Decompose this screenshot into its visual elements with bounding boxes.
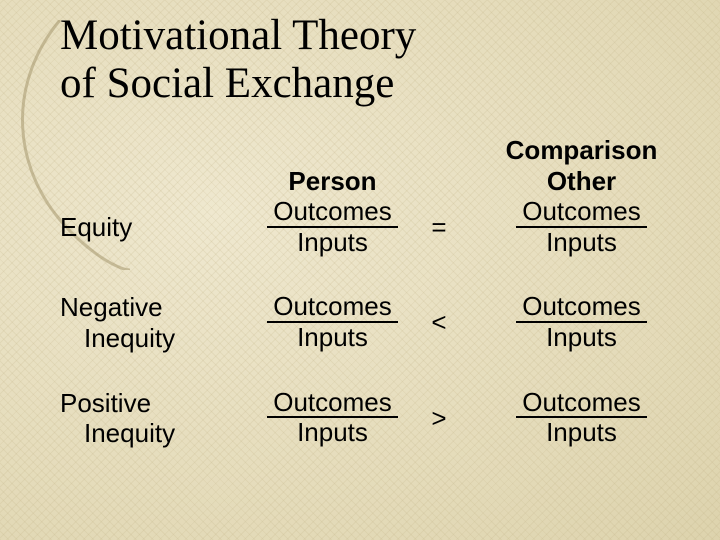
equity-table: Person Comparison Other Equity Outcomes … xyxy=(60,135,700,449)
pos-other-fraction: Outcomes Inputs xyxy=(516,388,647,449)
slide-title: Motivational Theory of Social Exchange xyxy=(60,12,416,108)
row-positive-inequity: Positive Inequity Outcomes Inputs > Outc… xyxy=(60,388,700,449)
row-equity: Equity Outcomes Inputs = Outcomes Inputs xyxy=(60,197,700,258)
pos-person-fraction: Outcomes Inputs xyxy=(267,388,398,449)
label-pos-1: Positive xyxy=(60,388,151,418)
neg-person-fraction: Outcomes Inputs xyxy=(267,292,398,353)
neg-operator: < xyxy=(431,307,446,337)
column-headers: Person Comparison Other xyxy=(60,135,700,197)
title-line-1: Motivational Theory xyxy=(60,12,416,59)
header-person: Person xyxy=(288,166,376,196)
row-negative-inequity: Negative Inequity Outcomes Inputs < Outc… xyxy=(60,292,700,353)
label-pos-2: Inequity xyxy=(84,418,175,449)
neg-other-fraction: Outcomes Inputs xyxy=(516,292,647,353)
pos-operator: > xyxy=(431,403,446,433)
header-comparison-2: Other xyxy=(547,166,616,196)
title-line-2: of Social Exchange xyxy=(60,60,394,107)
equity-other-fraction: Outcomes Inputs xyxy=(516,197,647,258)
label-neg-2: Inequity xyxy=(84,323,175,354)
label-equity: Equity xyxy=(60,212,132,242)
equity-operator: = xyxy=(431,212,446,242)
equity-table-wrapper: Person Comparison Other Equity Outcomes … xyxy=(60,135,700,449)
label-neg-1: Negative xyxy=(60,292,163,322)
header-comparison-1: Comparison xyxy=(506,135,658,165)
equity-person-fraction: Outcomes Inputs xyxy=(267,197,398,258)
